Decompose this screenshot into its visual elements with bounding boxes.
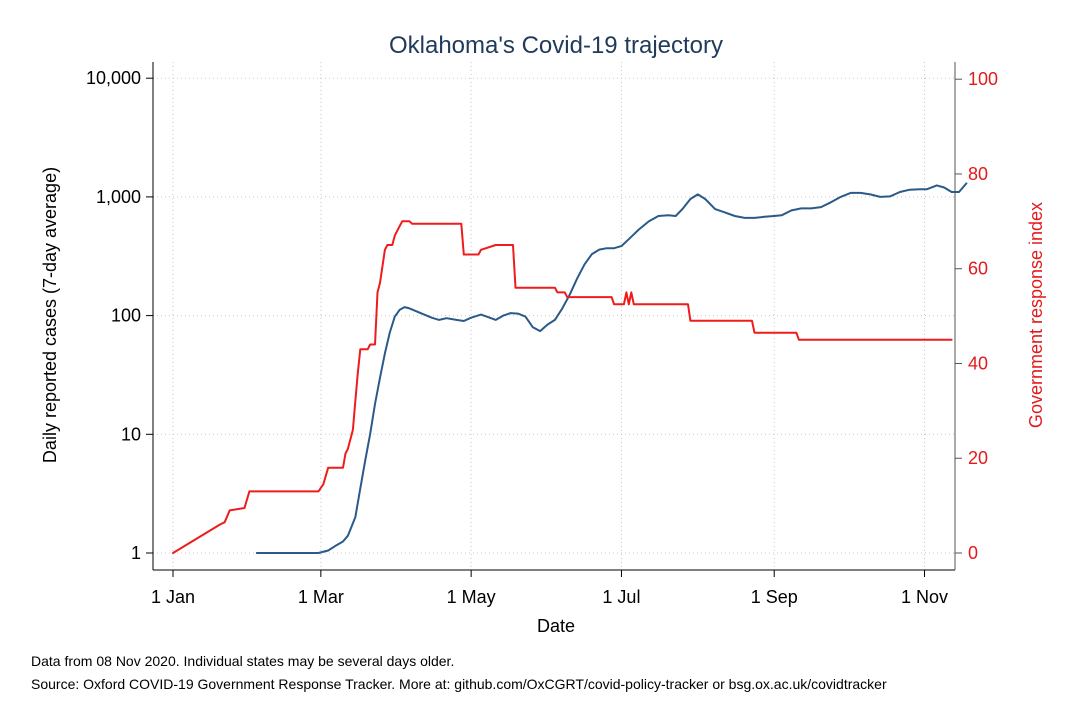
- y-left-tick-label: 100: [111, 306, 141, 326]
- x-tick-label: 1 Sep: [751, 587, 798, 607]
- x-tick-label: 1 Mar: [298, 587, 344, 607]
- x-tick-label: 1 Nov: [901, 587, 948, 607]
- axes-layer: 1 10 100 1,000 10,000 0 20 40 60 80 100 1 Jan 1 Mar 1…: [86, 62, 998, 607]
- grid-layer: [153, 62, 955, 570]
- y-right-tick-label: 0: [968, 543, 978, 563]
- note-data-date: Data from 08 Nov 2020. Individual states…: [31, 653, 454, 669]
- cases-line: [255, 182, 968, 554]
- note-source: Source: Oxford COVID-19 Government Respo…: [31, 676, 887, 692]
- x-tick-label: 1 May: [447, 587, 496, 607]
- chart-title: Oklahoma's Covid-19 trajectory: [389, 32, 723, 59]
- y-axis-label-right: Government response index: [1026, 202, 1046, 428]
- y-left-tick-label: 10,000: [86, 68, 141, 88]
- x-tick-label: 1 Jul: [602, 587, 640, 607]
- y-right-tick-label: 40: [968, 353, 988, 373]
- response-index-line: [172, 220, 953, 554]
- y-right-tick-label: 80: [968, 164, 988, 184]
- y-left-tick-label: 10: [121, 424, 141, 444]
- x-tick-label: 1 Jan: [151, 587, 195, 607]
- y-axis-label-left: Daily reported cases (7-day average): [40, 167, 60, 463]
- series-layer: [172, 182, 968, 554]
- y-right-tick-label: 20: [968, 448, 988, 468]
- y-right-tick-label: 100: [968, 69, 998, 89]
- y-left-tick-label: 1: [131, 543, 141, 563]
- x-axis-label: Date: [537, 616, 575, 636]
- y-right-tick-label: 60: [968, 259, 988, 279]
- y-left-tick-label: 1,000: [96, 187, 141, 207]
